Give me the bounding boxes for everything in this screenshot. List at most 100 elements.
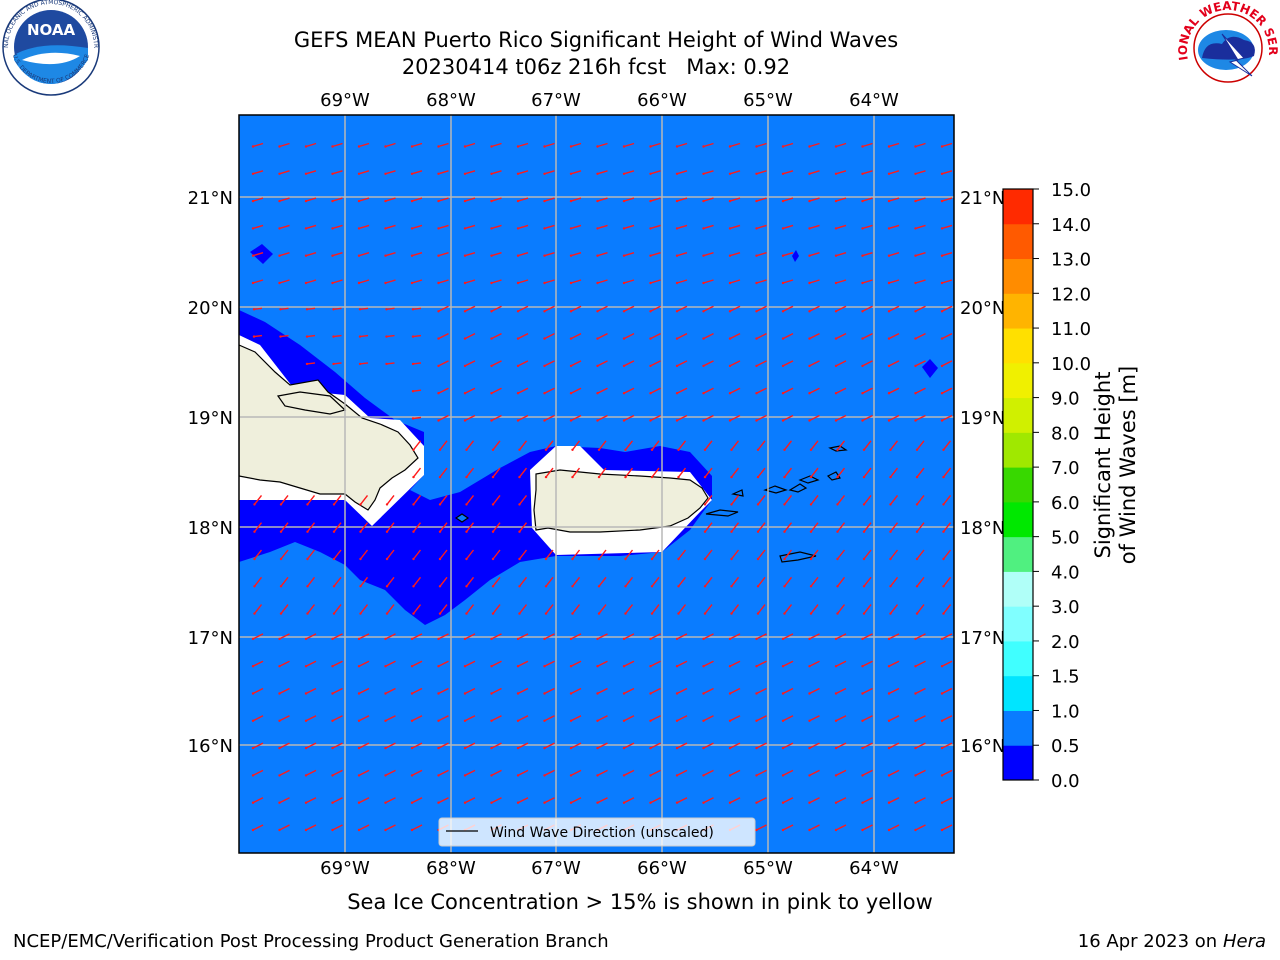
wind-wave-arrow xyxy=(305,170,317,175)
wind-wave-arrow-head xyxy=(940,419,944,422)
colorbar-tick-label: 14.0 xyxy=(1051,215,1091,236)
wind-wave-arrow xyxy=(783,494,793,505)
wind-wave-arrow xyxy=(517,387,529,394)
wind-wave-arrow-head xyxy=(569,637,573,641)
wind-wave-arrow-head xyxy=(703,612,707,615)
wind-wave-arrow-head xyxy=(410,145,414,148)
lat-tick-label-left: 18°N xyxy=(188,518,233,539)
wind-wave-arrow-head xyxy=(516,719,520,722)
wind-wave-arrow xyxy=(491,387,502,394)
wind-wave-arrow-head xyxy=(781,801,785,804)
wind-wave-arrow-head xyxy=(597,585,601,588)
wind-wave-arrow xyxy=(411,279,423,284)
wind-wave-arrow-head xyxy=(703,448,707,451)
wind-wave-arrow xyxy=(359,549,369,560)
wind-wave-arrow-head xyxy=(543,364,546,368)
wind-wave-arrow-head xyxy=(624,612,627,615)
wind-wave-arrow-head xyxy=(569,419,573,422)
wind-wave-arrow xyxy=(306,362,316,365)
wind-wave-arrow-head xyxy=(808,254,811,257)
wind-wave-arrow xyxy=(386,576,395,587)
wind-wave-arrow-head xyxy=(702,145,705,148)
wind-wave-arrow xyxy=(836,604,846,615)
wind-wave-arrow xyxy=(624,440,634,451)
wind-wave-arrow-head xyxy=(569,665,573,668)
wind-wave-arrow xyxy=(863,576,872,587)
wind-wave-arrow-head xyxy=(781,199,785,203)
wind-wave-arrow xyxy=(252,687,264,695)
wind-wave-arrow xyxy=(359,522,369,533)
low-wave-patch xyxy=(250,244,273,264)
wind-wave-arrow-head xyxy=(889,585,892,588)
wind-wave-arrow xyxy=(676,332,688,340)
wind-wave-arrow xyxy=(941,769,953,777)
wind-wave-arrow-head xyxy=(359,585,362,588)
wind-wave-arrow xyxy=(597,414,608,422)
wind-wave-arrow xyxy=(252,279,264,284)
wind-wave-arrow xyxy=(305,142,317,148)
wind-wave-arrow xyxy=(835,252,847,257)
wind-wave-arrow xyxy=(756,305,767,312)
wind-wave-arrow-head xyxy=(569,145,573,148)
wind-wave-arrow-head xyxy=(702,172,705,175)
wind-wave-arrow xyxy=(544,170,555,175)
colorbar-tick-label: 7.0 xyxy=(1051,458,1080,479)
wind-wave-arrow-head xyxy=(518,475,521,479)
wind-wave-arrow xyxy=(757,549,766,560)
wind-wave-arrow xyxy=(862,142,873,148)
wind-wave-arrow-head xyxy=(783,475,786,479)
wind-wave-arrow xyxy=(570,660,582,667)
wind-wave-arrow xyxy=(888,197,900,202)
wind-wave-arrow-head xyxy=(861,419,864,422)
wind-wave-arrow xyxy=(411,224,423,230)
wind-wave-arrow xyxy=(570,305,582,312)
wind-wave-arrow-head xyxy=(253,612,256,615)
wind-wave-arrow xyxy=(650,224,661,230)
wind-wave-arrow-head xyxy=(834,364,838,368)
wind-wave-arrow xyxy=(941,305,953,312)
wind-wave-arrow-head xyxy=(702,310,705,313)
wind-wave-arrow xyxy=(332,279,343,284)
wind-wave-arrow xyxy=(888,360,900,367)
wind-wave-arrow-head xyxy=(834,254,838,257)
wind-wave-arrow-head xyxy=(675,145,679,148)
wind-wave-arrow-head xyxy=(437,719,440,722)
wind-wave-arrow xyxy=(359,362,369,365)
wind-wave-arrow xyxy=(729,797,741,804)
wind-wave-arrow-head xyxy=(808,364,811,368)
wind-wave-arrow xyxy=(916,549,925,560)
wind-wave-arrow xyxy=(729,715,741,722)
wind-wave-arrow xyxy=(729,660,741,667)
wind-wave-arrow-head xyxy=(385,503,389,506)
wind-wave-arrow-head xyxy=(703,530,707,533)
wind-wave-arrow xyxy=(252,824,264,831)
wind-wave-arrow-head xyxy=(437,254,440,257)
wind-wave-arrow-head xyxy=(516,637,520,641)
colorbar-bin xyxy=(1003,536,1033,572)
wind-wave-arrow xyxy=(332,224,343,230)
wind-wave-arrow xyxy=(598,604,607,615)
wind-wave-arrow-head xyxy=(942,475,945,479)
wind-wave-arrow-head xyxy=(518,585,521,588)
wind-wave-arrow xyxy=(517,797,529,804)
wind-wave-arrow-head xyxy=(278,199,281,203)
wind-wave-arrow xyxy=(783,467,793,478)
svg-text:NATIONAL WEATHER SERVICE: NATIONAL WEATHER SERVICE xyxy=(0,0,1280,61)
wind-wave-arrow-head xyxy=(596,254,599,257)
wind-wave-arrow-head xyxy=(915,612,919,615)
wind-wave-arrow-head xyxy=(597,448,601,451)
wind-wave-arrow xyxy=(570,742,582,749)
wind-wave-arrow-head xyxy=(783,557,786,561)
wind-wave-arrow xyxy=(835,687,847,695)
wind-wave-arrow-head xyxy=(809,557,813,561)
wind-wave-arrow-head xyxy=(596,364,599,368)
wind-wave-arrow xyxy=(438,660,449,667)
wind-wave-arrow xyxy=(888,252,900,257)
wind-wave-arrow xyxy=(252,633,264,640)
wind-wave-arrow xyxy=(810,549,819,560)
wind-wave-arrow-head xyxy=(437,419,440,422)
wind-wave-arrow xyxy=(889,440,899,451)
wind-wave-arrow-head xyxy=(940,364,944,368)
wind-wave-arrow xyxy=(545,467,554,478)
wind-wave-arrow xyxy=(464,360,476,367)
